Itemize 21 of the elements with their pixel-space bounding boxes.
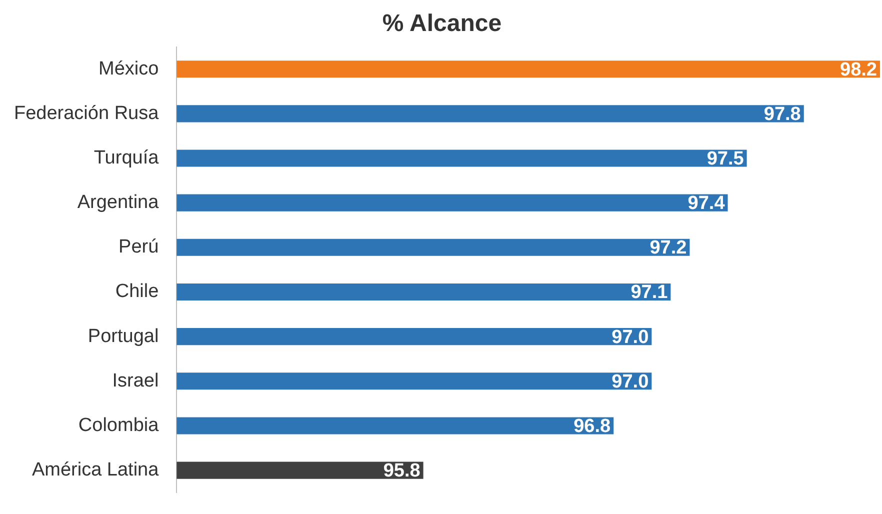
- y-tick-label: Turquía: [94, 147, 160, 168]
- data-label: 97.0: [612, 371, 649, 392]
- data-label: 97.8: [764, 104, 801, 125]
- data-label: 96.8: [574, 416, 611, 437]
- y-tick-label: Colombia: [78, 414, 160, 436]
- data-label: 97.2: [650, 238, 687, 259]
- y-tick-label: México: [98, 58, 159, 80]
- data-label: 95.8: [383, 460, 420, 482]
- y-tick-label: Chile: [115, 281, 159, 302]
- y-tick-label: Argentina: [77, 192, 160, 214]
- data-label: 97.1: [630, 282, 668, 304]
- y-tick-label: Federación Rusa: [14, 102, 160, 124]
- data-label: 97.5: [706, 148, 744, 170]
- data-label: 97.4: [688, 193, 726, 214]
- y-tick-label: Portugal: [88, 326, 159, 347]
- chart-title: % Alcance: [382, 10, 502, 38]
- y-tick-label: Israel: [112, 370, 159, 392]
- y-tick-label: Perú: [118, 236, 159, 258]
- y-tick-label: América Latina: [32, 460, 160, 481]
- data-label: 97.0: [612, 326, 649, 348]
- data-label: 98.2: [840, 59, 877, 80]
